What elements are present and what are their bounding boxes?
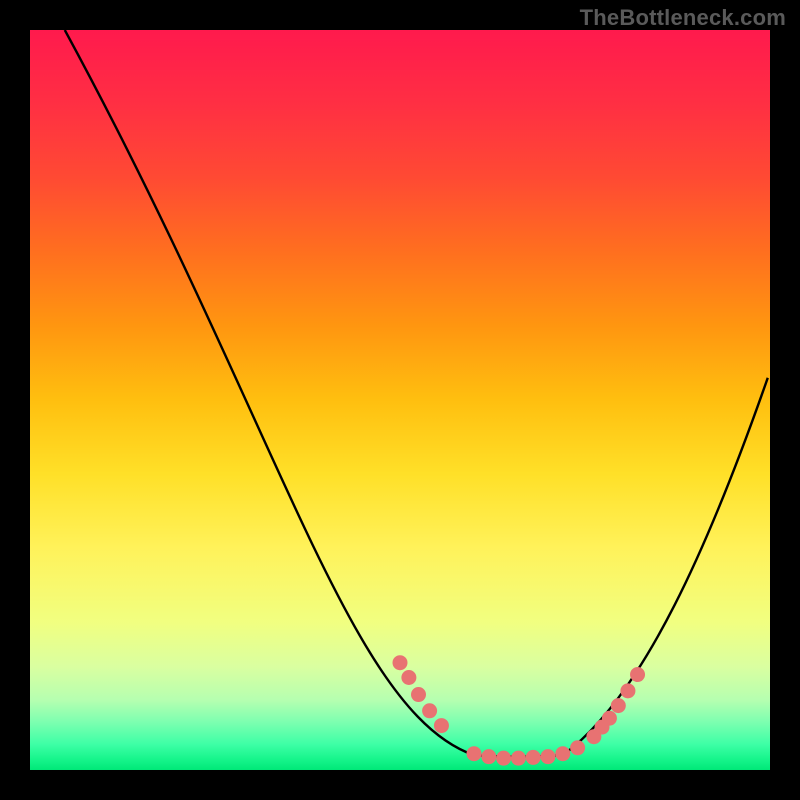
- data-marker: [570, 740, 585, 755]
- data-marker: [630, 667, 645, 682]
- data-marker: [411, 687, 426, 702]
- markers-left: [393, 655, 449, 733]
- data-marker: [541, 749, 556, 764]
- data-marker: [393, 655, 408, 670]
- chart-frame: TheBottleneck.com: [0, 0, 800, 800]
- watermark-text: TheBottleneck.com: [580, 5, 786, 31]
- data-marker: [434, 718, 449, 733]
- data-marker: [401, 670, 416, 685]
- data-marker: [467, 746, 482, 761]
- data-marker: [496, 751, 511, 766]
- data-marker: [422, 703, 437, 718]
- data-marker: [481, 749, 496, 764]
- data-marker: [555, 746, 570, 761]
- data-marker: [511, 751, 526, 766]
- markers-right: [586, 667, 645, 744]
- data-marker: [611, 698, 626, 713]
- plot-area: [30, 30, 770, 770]
- markers-floor: [467, 740, 586, 765]
- performance-curve: [30, 30, 770, 770]
- data-marker: [620, 683, 635, 698]
- bottleneck-curve-path: [65, 30, 768, 757]
- data-marker: [602, 711, 617, 726]
- data-marker: [526, 750, 541, 765]
